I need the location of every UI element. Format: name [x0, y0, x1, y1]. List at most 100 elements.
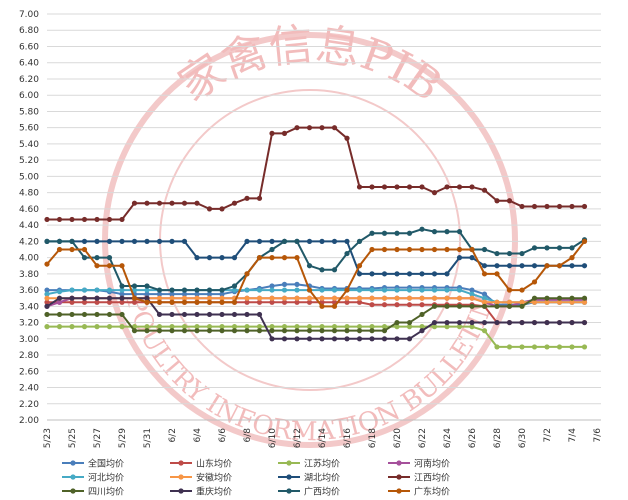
point: [394, 287, 400, 293]
point: [119, 291, 125, 297]
legend-marker: [396, 488, 402, 494]
point: [269, 287, 275, 293]
point: [106, 295, 113, 301]
point: [331, 287, 338, 293]
point: [44, 216, 50, 223]
point: [206, 324, 213, 330]
point: [581, 203, 588, 210]
point: [56, 289, 63, 295]
point: [206, 206, 213, 212]
point: [119, 324, 125, 330]
point: [219, 291, 225, 297]
point: [156, 287, 163, 293]
point: [531, 299, 538, 305]
point: [119, 238, 125, 244]
x-tick-label: 6/28: [493, 428, 503, 448]
point: [306, 328, 313, 334]
point: [519, 287, 525, 293]
point: [394, 336, 400, 342]
point: [444, 324, 450, 330]
point: [456, 246, 463, 253]
point: [531, 263, 538, 269]
point: [406, 246, 413, 253]
point: [319, 287, 325, 293]
series: [44, 226, 588, 293]
point: [194, 311, 200, 318]
point: [181, 328, 188, 334]
point: [481, 246, 488, 253]
point: [394, 295, 400, 301]
point: [181, 299, 188, 305]
point: [406, 271, 413, 277]
point: [56, 246, 63, 253]
series: [44, 295, 588, 334]
point: [544, 299, 550, 305]
y-tick-label: 2.20: [19, 400, 39, 410]
point: [156, 200, 163, 206]
point: [256, 311, 263, 318]
point: [44, 295, 50, 301]
point: [281, 324, 288, 330]
point: [206, 295, 213, 301]
point: [356, 263, 363, 269]
point: [44, 324, 50, 330]
point: [344, 287, 350, 293]
point: [556, 295, 563, 301]
y-tick-label: 6.00: [19, 91, 39, 101]
point: [381, 302, 388, 308]
point: [81, 287, 88, 293]
point: [194, 291, 200, 297]
point: [506, 263, 513, 269]
x-tick-label: 6/20: [393, 428, 403, 448]
y-tick-label: 5.20: [19, 156, 39, 166]
point: [131, 238, 138, 244]
point: [206, 287, 213, 293]
point: [69, 324, 75, 330]
point: [419, 246, 425, 253]
point: [294, 238, 300, 244]
point: [356, 238, 363, 244]
point: [244, 324, 250, 330]
point: [369, 328, 375, 334]
point: [331, 238, 338, 244]
point: [431, 287, 438, 293]
point: [331, 125, 338, 131]
legend-label: 江苏均价: [304, 458, 340, 470]
point: [206, 255, 213, 261]
y-tick-label: 3.80: [19, 270, 39, 280]
point: [444, 246, 450, 253]
point: [244, 195, 250, 201]
legend-marker: [178, 474, 184, 480]
point: [431, 190, 438, 196]
point: [244, 311, 250, 318]
x-tick-label: 6/4: [193, 428, 203, 443]
point: [306, 299, 313, 305]
point: [369, 287, 375, 293]
point: [219, 295, 225, 301]
point: [181, 238, 188, 244]
point: [531, 295, 538, 301]
point: [294, 295, 300, 301]
point: [169, 200, 175, 206]
watermark-title: 家禽信息PIB: [170, 19, 451, 112]
point: [194, 287, 200, 293]
point: [556, 263, 563, 269]
x-tick-label: 6/22: [418, 428, 428, 448]
legend-marker: [178, 488, 184, 494]
point: [406, 336, 413, 342]
point: [344, 299, 350, 305]
point: [444, 229, 450, 235]
point: [356, 328, 363, 334]
point: [169, 299, 175, 305]
y-tick-label: 6.20: [19, 75, 39, 85]
point: [556, 319, 563, 326]
point: [156, 328, 163, 334]
point: [106, 311, 113, 318]
point: [381, 295, 388, 301]
x-tick-label: 6/8: [243, 428, 253, 443]
point: [344, 295, 350, 301]
point: [556, 245, 563, 251]
point: [169, 311, 175, 318]
point: [231, 328, 238, 334]
legend-label: 广东均价: [414, 486, 450, 498]
